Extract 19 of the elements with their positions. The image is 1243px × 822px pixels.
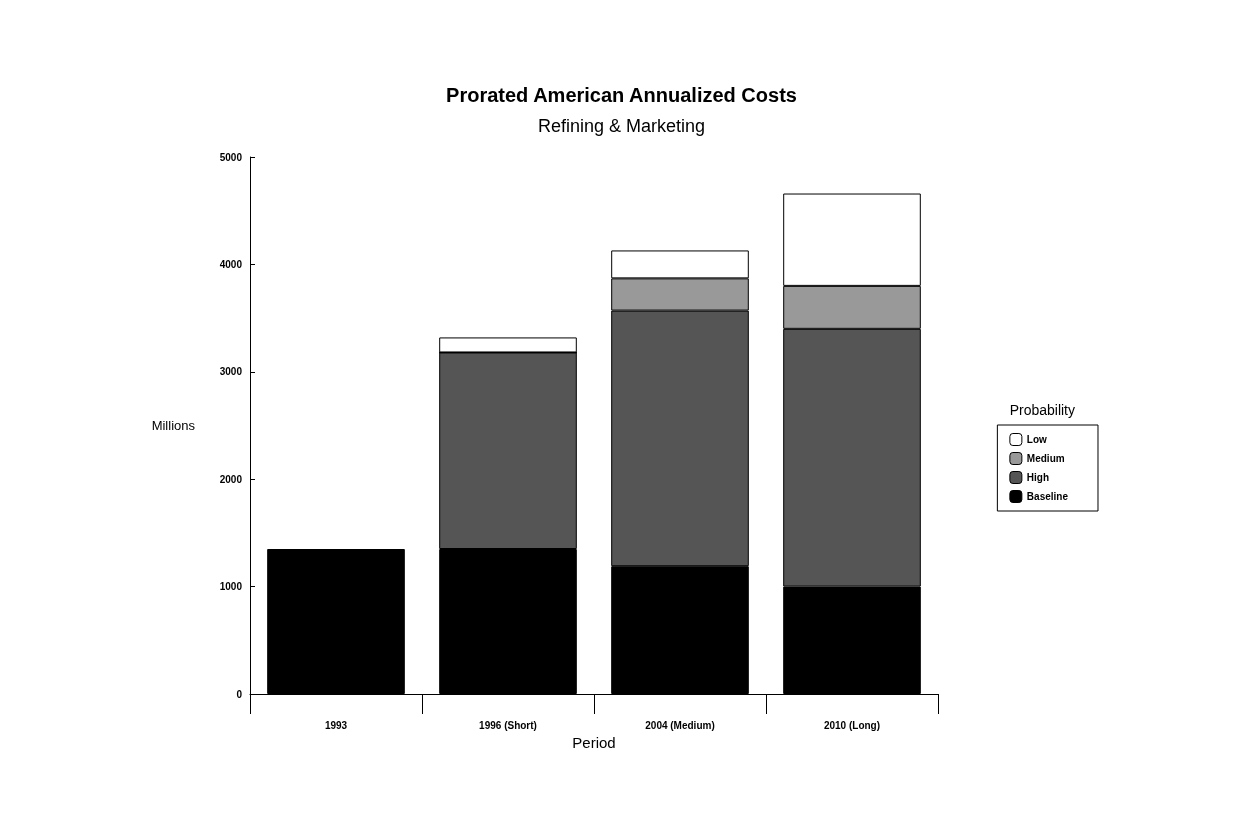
y-tick-label: 3000: [219, 366, 243, 378]
legend-label: Baseline: [1026, 491, 1069, 502]
y-tick-label: 2000: [219, 473, 243, 485]
y-tick-label: 0: [236, 688, 243, 700]
x-tick-label: 2010 (Long): [823, 719, 881, 731]
legend-title: Probability: [1009, 402, 1076, 418]
x-tick-label: 1996 (Short): [479, 719, 537, 731]
chart-title: Prorated American Annualized Costs: [446, 84, 797, 106]
legend-label: Low: [1026, 434, 1048, 445]
y-tick-label: 4000: [219, 258, 243, 270]
y-tick-label: 5000: [219, 151, 243, 163]
chart-subtitle: Refining & Marketing: [537, 116, 706, 136]
legend-label: Medium: [1026, 453, 1065, 464]
x-tick-label: 2004 (Medium): [645, 719, 715, 731]
x-axis-title: Period: [572, 733, 616, 751]
y-tick-label: 1000: [219, 581, 243, 593]
x-tick-label: 1993: [324, 719, 348, 731]
y-axis-title: Millions: [151, 418, 196, 433]
legend-label: High: [1026, 472, 1050, 483]
